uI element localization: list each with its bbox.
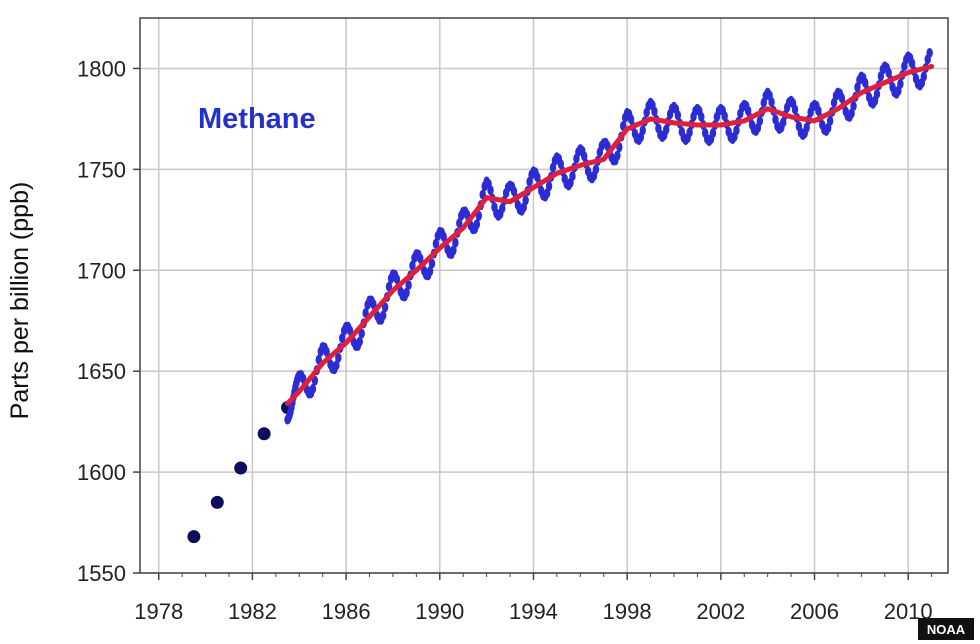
x-tick-label: 2002 <box>696 599 745 624</box>
monthly-point <box>686 127 693 138</box>
monthly-point <box>452 237 459 248</box>
credit-background <box>918 618 974 640</box>
monthly-point <box>499 203 506 214</box>
monthly-point <box>473 219 481 230</box>
monthly-point <box>338 333 346 344</box>
monthly-point <box>409 260 416 271</box>
monthly-point <box>309 383 317 394</box>
x-tick-label: 2006 <box>790 599 839 624</box>
monthly-point <box>362 307 369 318</box>
x-tick-label: 1982 <box>228 599 277 624</box>
plot-frame <box>139 17 949 574</box>
monthly-point <box>487 185 494 196</box>
x-tick-label: 1994 <box>509 599 558 624</box>
monthly-point <box>405 280 412 291</box>
monthly-point <box>333 360 340 371</box>
monthly-point <box>662 124 670 135</box>
methane-annotation: Methane <box>198 103 316 135</box>
monthly-point <box>756 115 764 126</box>
monthly-point <box>592 164 600 175</box>
monthly-point <box>381 302 389 313</box>
monthly-point <box>926 47 933 58</box>
monthly-point <box>614 150 621 161</box>
monthly-point <box>698 111 705 122</box>
annual-mean-point <box>257 427 271 441</box>
annual-mean-point <box>187 530 201 544</box>
monthly-point <box>335 352 342 363</box>
x-tick-label: 1990 <box>415 599 464 624</box>
axis-ticks: 1978 1982 1986 1990 1994 1998 2002 2006 20101550… <box>77 56 933 624</box>
credit-badge: NOAA <box>918 618 974 640</box>
y-tick-label: 1600 <box>77 460 126 485</box>
monthly-point <box>826 115 834 126</box>
monthly-point <box>456 218 463 229</box>
monthly-point <box>432 238 440 249</box>
monthly-point <box>709 128 717 139</box>
trend-line <box>285 63 935 406</box>
monthly-point <box>873 89 881 100</box>
monthly-point <box>426 266 434 277</box>
y-tick-label: 1700 <box>77 258 126 283</box>
monthly-point <box>721 111 728 122</box>
monthly-point <box>545 181 553 192</box>
monthly-point <box>385 281 393 292</box>
annual-mean-point <box>210 495 224 509</box>
monthly-point <box>522 195 529 206</box>
monthly-point <box>450 245 457 256</box>
monthly-point <box>428 258 436 269</box>
monthly-point <box>569 171 576 182</box>
x-tick-label: 1986 <box>322 599 371 624</box>
monthly-point <box>920 71 927 82</box>
y-tick-label: 1800 <box>77 56 126 81</box>
monthly-point <box>358 328 365 339</box>
y-tick-label: 1550 <box>77 561 126 586</box>
monthly-points <box>284 47 933 425</box>
monthly-point <box>674 110 682 121</box>
monthly-point <box>356 336 363 347</box>
monthly-point <box>581 151 588 162</box>
monthly-point <box>733 125 740 136</box>
annual-mean-point <box>234 461 248 475</box>
monthly-point <box>379 310 387 321</box>
y-axis-title: Parts per billion (ppb) <box>6 182 34 420</box>
monthly-point <box>639 125 646 136</box>
y-tick-label: 1750 <box>77 157 126 182</box>
monthly-point <box>651 106 658 117</box>
x-tick-label: 1978 <box>134 599 183 624</box>
series-layer <box>187 47 935 544</box>
monthly-point <box>791 104 799 115</box>
x-tick-label: 1998 <box>603 599 652 624</box>
credit-label: NOAA <box>927 622 966 637</box>
monthly-point <box>897 78 904 89</box>
monthly-point <box>768 97 775 108</box>
monthly-point <box>908 58 916 69</box>
y-tick-label: 1650 <box>77 359 126 384</box>
monthly-point <box>803 122 810 133</box>
monthly-point <box>850 101 857 112</box>
monthly-point <box>403 287 410 298</box>
